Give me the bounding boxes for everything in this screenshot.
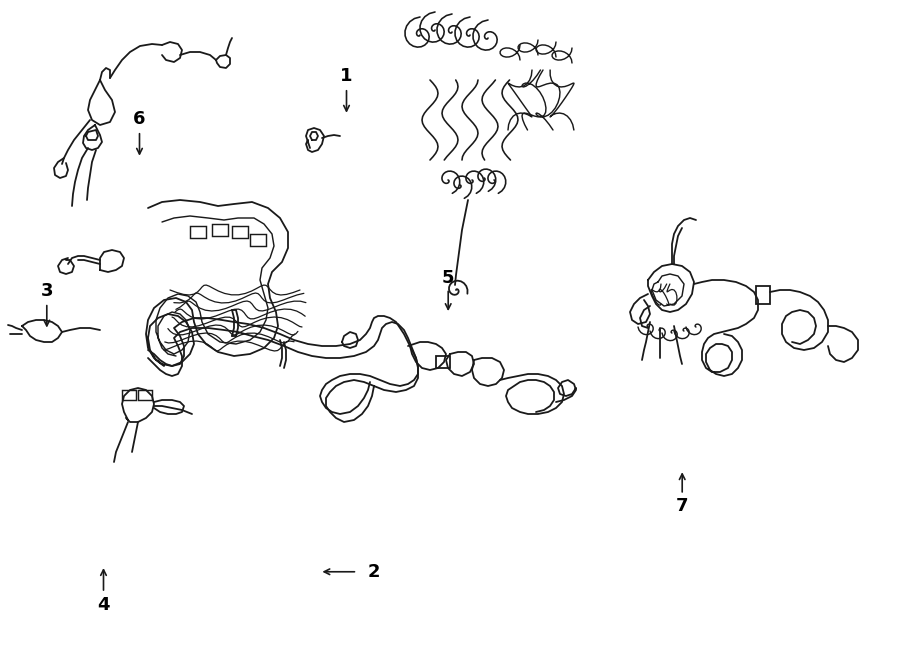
Text: 1: 1 xyxy=(340,67,353,85)
Text: 2: 2 xyxy=(367,563,380,581)
Bar xyxy=(756,286,770,304)
Text: 5: 5 xyxy=(442,268,454,287)
Text: 7: 7 xyxy=(676,496,688,515)
Bar xyxy=(190,226,206,238)
Bar xyxy=(122,390,136,400)
Bar xyxy=(250,234,266,246)
Bar xyxy=(232,226,248,238)
Bar xyxy=(436,356,450,368)
Bar xyxy=(138,390,152,400)
Text: 3: 3 xyxy=(40,282,53,300)
Bar xyxy=(212,224,228,236)
Text: 6: 6 xyxy=(133,110,146,128)
Text: 4: 4 xyxy=(97,596,110,614)
